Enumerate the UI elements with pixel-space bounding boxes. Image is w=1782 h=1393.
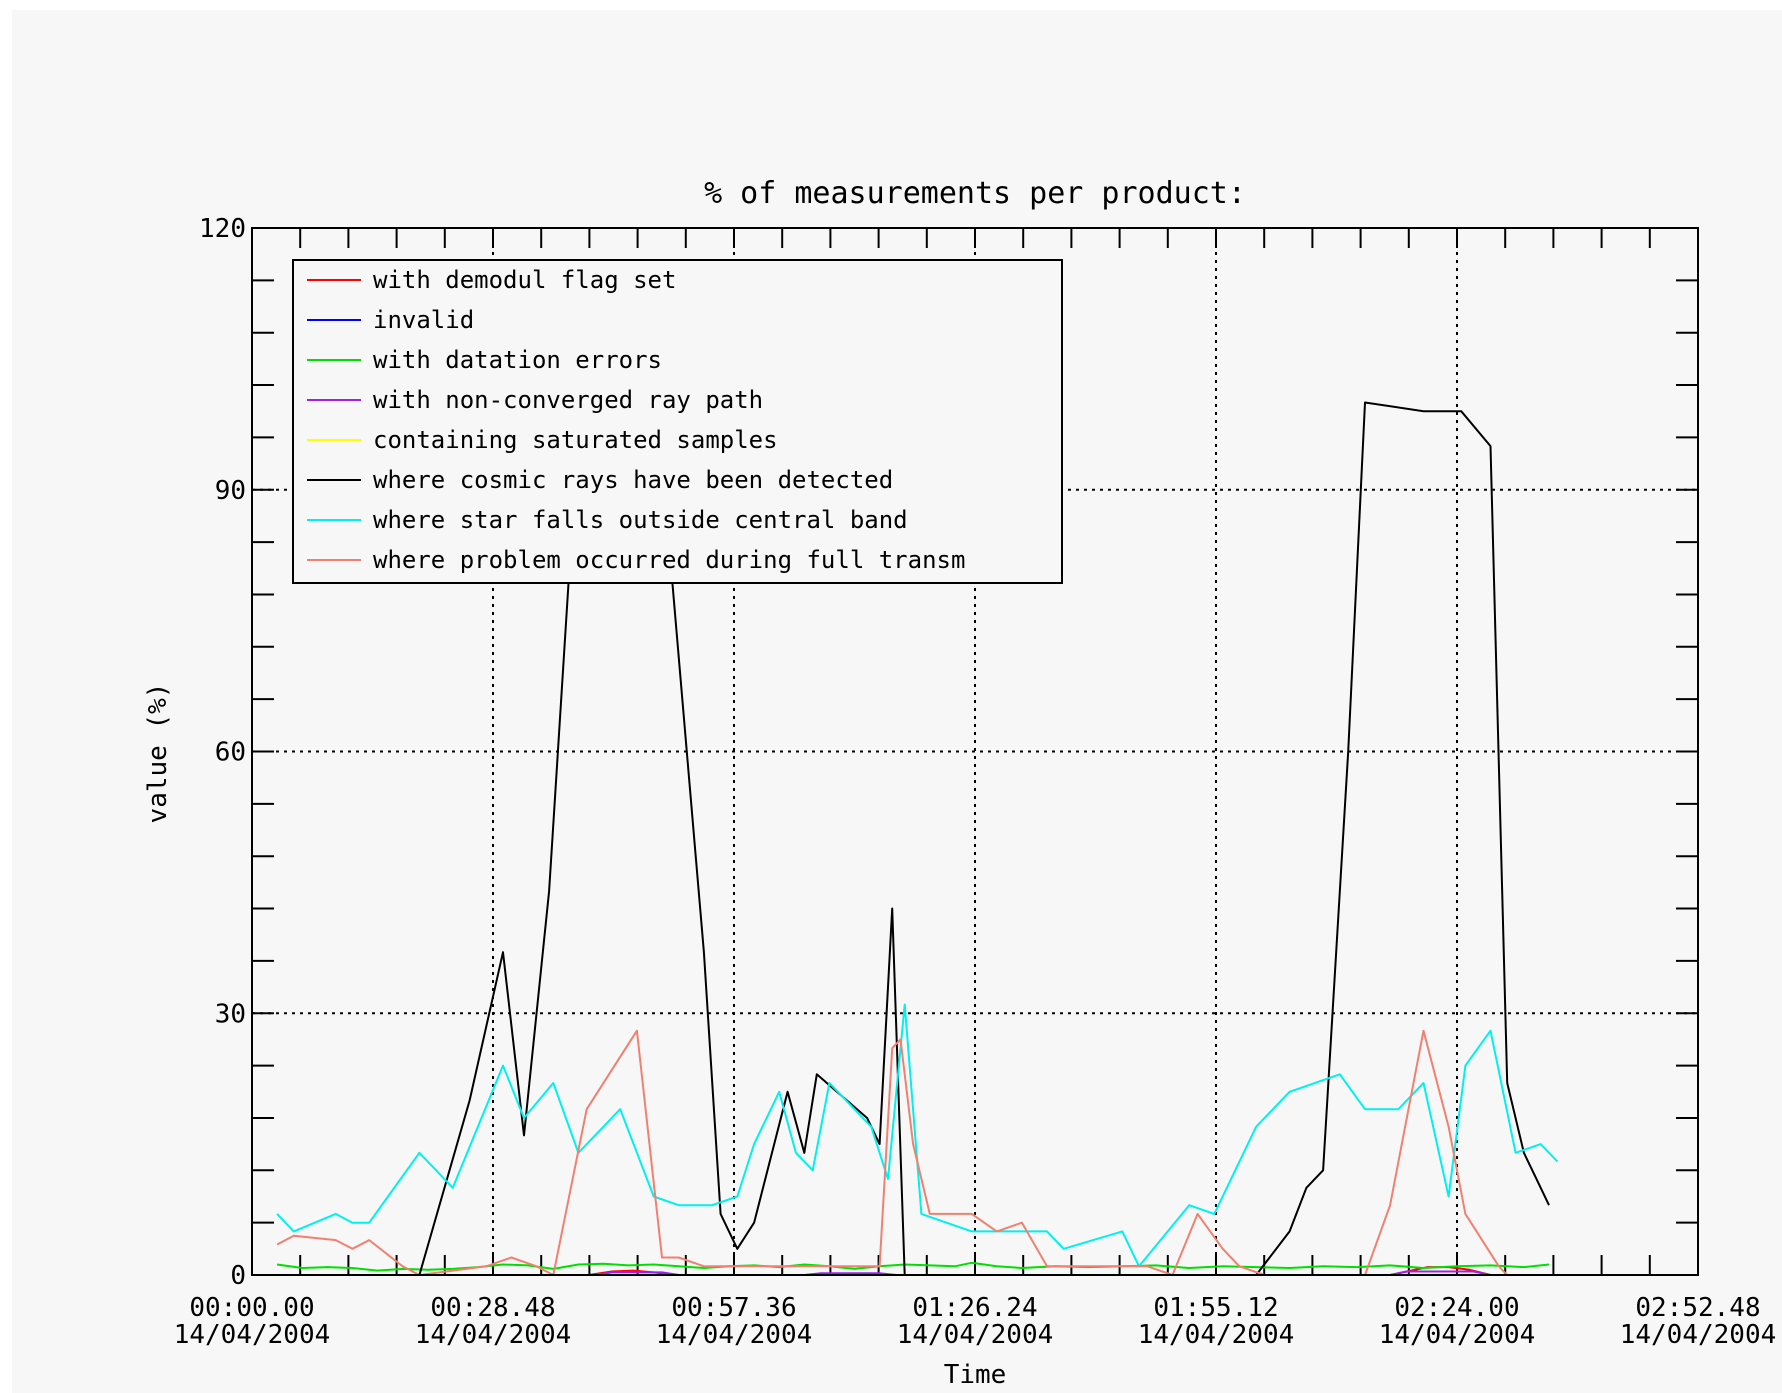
y-tick-label: 120 [199,214,246,244]
legend-entries: with demodul flag set invalid with datatio… [307,266,965,574]
legend-label: where problem occurred during full trans… [373,546,965,574]
x-tick-label-date: 14/04/2004 [1138,1320,1295,1350]
x-tick-label-time: 00:57.36 [671,1293,796,1323]
y-tick-label: 60 [215,738,246,768]
x-tick-label-date: 14/04/2004 [174,1320,331,1350]
chart-svg: % of measurements per product: 0 30 60 90 12… [143,176,1777,1390]
x-tick-label-time: 02:24.00 [1394,1293,1519,1323]
y-tick-label: 0 [230,1261,246,1291]
x-tick-label-time: 00:28.48 [430,1293,555,1323]
legend-box [292,259,1063,584]
y-tick-label: 30 [215,999,246,1029]
legend-label: with datation errors [373,346,662,374]
x-tick-labels: 00:00.0014/04/200400:28.4814/04/200400:5… [174,1293,1777,1350]
y-axis-label: value (%) [143,683,173,824]
chart-title: % of measurements per product: [704,176,1246,211]
legend-label: invalid [373,306,474,334]
series-line-4 [419,1270,1491,1276]
x-tick-label-date: 14/04/2004 [656,1320,813,1350]
x-tick-label-time: 01:55.12 [1153,1293,1278,1323]
y-tick-label: 90 [215,476,246,506]
series-line-7 [276,1003,1559,1268]
legend: with demodul flag set invalid with datatio… [292,259,1063,584]
series-line-1 [588,1266,1491,1276]
x-tick-label-time: 02:52.48 [1635,1293,1760,1323]
series-line-6 [277,401,1550,1276]
x-tick-label-time: 01:26.24 [912,1293,1037,1323]
legend-label: with non-converged ray path [373,386,763,414]
x-tick-label-date: 14/04/2004 [415,1320,572,1350]
plot-frame [251,227,1699,1276]
x-tick-label-date: 14/04/2004 [1620,1320,1777,1350]
legend-label: containing saturated samples [373,426,778,454]
legend-label: where cosmic rays have been detected [373,466,893,494]
x-tick-label-date: 14/04/2004 [897,1320,1054,1350]
x-axis-label: Time [944,1360,1007,1390]
x-tick-label-date: 14/04/2004 [1379,1320,1536,1350]
y-tick-labels: 0 30 60 90 120 [199,214,246,1291]
legend-label: where star falls outside central band [373,506,908,534]
legend-label: with demodul flag set [373,266,676,294]
x-tick-label-time: 00:00.00 [189,1293,314,1323]
chart-panel: % of measurements per product: 0 30 60 90 12… [12,10,1782,1393]
